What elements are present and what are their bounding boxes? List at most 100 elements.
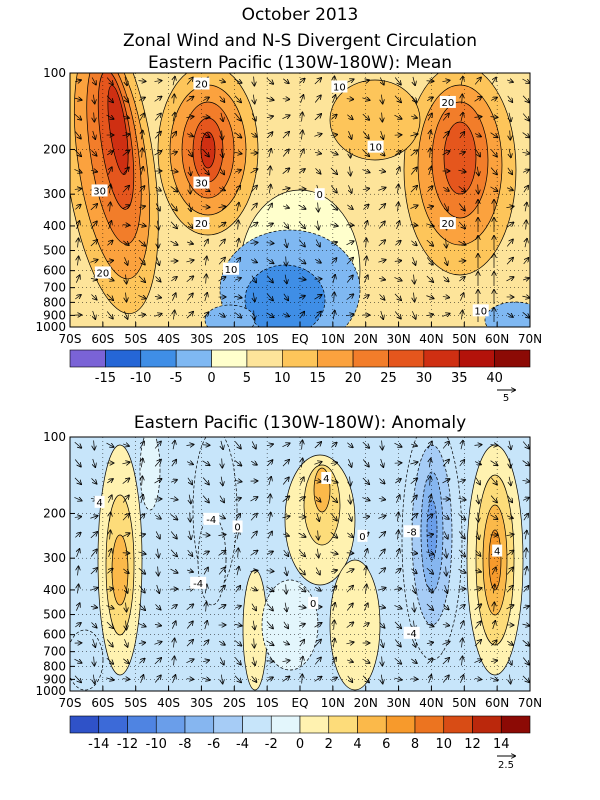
mean-wind-vector: [298, 239, 305, 247]
mean-wind-vector: [186, 78, 193, 85]
mean-wind-vector: [442, 151, 450, 156]
anomaly-wind-vector: [298, 549, 305, 557]
anomaly-wind-vector: [395, 569, 400, 574]
anomaly-wind-vector: [331, 586, 337, 593]
mean-wind-vector: [331, 115, 336, 120]
anomaly-wind-vector: [75, 623, 81, 627]
mean-colorbar-cell: [317, 349, 354, 368]
anomaly-wind-vector: [474, 445, 482, 446]
mean-wind-vector: [490, 132, 498, 138]
anomaly-wind-vector: [314, 480, 321, 481]
anomaly-wind-vector: [202, 445, 210, 446]
mean-colorbar-cell: [69, 349, 106, 368]
mean-wind-vector: [254, 76, 255, 86]
mean-wind-vector: [398, 203, 399, 212]
anomaly-colorbar-cell: [357, 715, 387, 734]
mean-wind-vector: [157, 220, 158, 230]
anomaly-wind-vector: [378, 516, 385, 519]
anomaly-wind-vector: [381, 638, 383, 647]
mean-wind-vector: [170, 186, 178, 191]
mean-wind-vector: [186, 312, 193, 319]
mean-wind-vector: [442, 132, 449, 139]
mean-contour-label: 10: [333, 82, 346, 93]
mean-wind-vector: [186, 116, 193, 117]
anomaly-wind-vector: [141, 495, 143, 504]
anomaly-wind-vector: [234, 640, 242, 645]
anomaly-colorbar-label: -4: [236, 737, 249, 752]
anomaly-wind-vector: [283, 534, 289, 536]
mean-colorbar-cell: [140, 349, 177, 368]
mean-y-tick-label: 800: [43, 295, 66, 309]
mean-contour-label: 30: [93, 186, 106, 197]
anomaly-wind-vector: [363, 623, 369, 627]
anomaly-wind-vector: [189, 494, 191, 504]
anomaly-wind-vector: [283, 549, 289, 556]
mean-wind-vector: [286, 256, 287, 266]
anomaly-wind-vector: [157, 548, 158, 558]
mean-wind-vector: [459, 132, 465, 139]
mean-x-tick-label: 40S: [157, 332, 180, 346]
mean-wind-vector: [442, 296, 449, 297]
mean-wind-vector: [362, 131, 369, 138]
mean-wind-vector: [509, 148, 511, 157]
anomaly-wind-vector: [459, 460, 465, 467]
anomaly-wind-vector: [90, 516, 97, 519]
mean-contour-label-bg: [472, 304, 489, 317]
mean-wind-vector: [379, 294, 385, 299]
anomaly-wind-vector: [93, 638, 96, 647]
mean-wind-vector: [108, 167, 111, 175]
anomaly-wind-vector: [394, 678, 401, 680]
mean-wind-vector: [238, 221, 239, 230]
anomaly-wind-vector: [396, 495, 399, 503]
anomaly-reference-vector: 2.5: [497, 756, 515, 771]
mean-wind-vector: [394, 95, 401, 102]
anomaly-wind-vector: [522, 441, 529, 449]
anomaly-wind-vector: [394, 657, 401, 664]
anomaly-wind-vector: [187, 549, 193, 556]
anomaly-wind-vector: [445, 584, 448, 593]
anomaly-wind-vector: [174, 657, 175, 666]
mean-wind-vector: [186, 97, 194, 102]
anomaly-wind-vector: [218, 568, 225, 575]
mean-wind-vector: [362, 149, 369, 156]
mean-wind-vector: [445, 256, 448, 265]
mean-wind-vector: [314, 295, 322, 300]
mean-wind-vector: [301, 131, 302, 140]
mean-wind-vector: [250, 204, 257, 211]
mean-wind-vector: [301, 95, 304, 104]
anomaly-contour-label-bg: [357, 529, 368, 542]
anomaly-wind-vector: [218, 535, 225, 536]
anomaly-wind-vector: [138, 552, 145, 554]
anomaly-wind-vector: [506, 586, 513, 593]
anomaly-wind-vector: [522, 675, 529, 682]
anomaly-wind-vector: [475, 549, 481, 556]
mean-wind-vector: [429, 167, 431, 176]
anomaly-wind-vector: [442, 479, 450, 484]
anomaly-wind-vector: [410, 553, 417, 554]
anomaly-wind-vector: [171, 605, 177, 609]
anomaly-wind-vector: [123, 568, 128, 573]
anomaly-wind-vector: [348, 513, 351, 521]
anomaly-colorbar-label: 4: [353, 737, 361, 752]
anomaly-x-tick-label: 70N: [518, 696, 542, 710]
mean-wind-vector: [506, 222, 514, 228]
anomaly-wind-vector: [298, 624, 305, 627]
anomaly-wind-vector: [474, 588, 481, 590]
anomaly-wind-vector: [234, 441, 241, 449]
anomaly-wind-vector: [395, 479, 400, 484]
mean-wind-vector: [78, 239, 79, 248]
mean-wind-vector: [270, 167, 271, 176]
anomaly-wind-vector: [362, 459, 369, 466]
anomaly-wind-vector: [298, 567, 305, 575]
anomaly-wind-vector: [122, 462, 129, 464]
anomaly-wind-vector: [298, 586, 306, 591]
anomaly-wind-vector: [475, 477, 480, 485]
mean-x-tick-label: 10S: [256, 332, 279, 346]
mean-wind-vector: [251, 133, 257, 137]
anomaly-wind-vector: [427, 442, 432, 449]
mean-colorbar-cell: [458, 349, 495, 368]
mean-wind-vector: [314, 312, 321, 319]
mean-wind-vector: [266, 116, 273, 118]
anomaly-wind-vector: [317, 512, 320, 521]
anomaly-wind-vector: [365, 585, 366, 594]
